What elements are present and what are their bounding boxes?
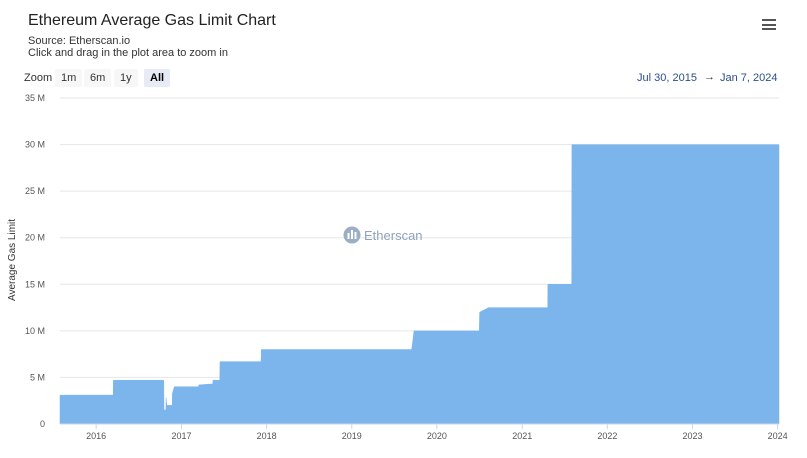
y-tick-label: 0 <box>40 419 45 429</box>
y-tick-label: 20 M <box>25 233 45 243</box>
x-tick-label: 2022 <box>597 431 617 441</box>
range-to-input[interactable]: Jan 7, 2024 <box>720 72 778 84</box>
x-tick-label: 2018 <box>257 431 277 441</box>
watermark: Etherscan <box>343 226 423 244</box>
logo-bar-2 <box>351 230 353 239</box>
y-axis-ticks: 0 5 M 10 M 15 M 20 M 25 M 30 M 35 M <box>25 93 45 429</box>
x-axis-ticks: 2016 2017 2018 2019 2020 2021 2022 2023 2024 <box>86 424 788 441</box>
x-tick-label: 2021 <box>512 431 532 441</box>
zoom-hint: Click and drag in the plot area to zoom … <box>28 47 228 59</box>
range-from-input[interactable]: Jul 30, 2015 <box>637 72 697 84</box>
chart-source: Source: Etherscan.io <box>28 35 131 47</box>
y-tick-label: 5 M <box>30 372 45 382</box>
range-arrow: → <box>704 71 715 83</box>
x-tick-label: 2023 <box>682 431 702 441</box>
x-tick-label: 2024 <box>768 431 788 441</box>
y-tick-label: 30 M <box>25 140 45 150</box>
y-tick-label: 35 M <box>25 93 45 103</box>
zoom-1m-button[interactable]: 1m <box>55 69 83 87</box>
y-tick-label: 10 M <box>25 326 45 336</box>
x-tick-label: 2019 <box>342 431 362 441</box>
x-tick-label: 2017 <box>171 431 191 441</box>
watermark-text: Etherscan <box>364 228 423 243</box>
logo-bar-1 <box>347 233 350 239</box>
chart-title: Ethereum Average Gas Limit Chart <box>28 12 276 29</box>
gas-limit-area[interactable] <box>59 144 780 425</box>
x-tick-label: 2016 <box>86 431 106 441</box>
y-axis-label: Average Gas Limit <box>7 219 18 301</box>
zoom-6m-button[interactable]: 6m <box>84 69 112 87</box>
y-tick-label: 25 M <box>25 186 45 196</box>
y-tick-label: 15 M <box>25 279 45 289</box>
logo-bar-3 <box>354 232 357 239</box>
zoom-label: Zoom <box>24 72 53 84</box>
hamburger-menu-icon[interactable] <box>762 19 776 31</box>
zoom-1y-button[interactable]: 1y <box>114 69 138 87</box>
zoom-all-button[interactable]: All <box>144 69 171 87</box>
x-tick-label: 2020 <box>427 431 447 441</box>
